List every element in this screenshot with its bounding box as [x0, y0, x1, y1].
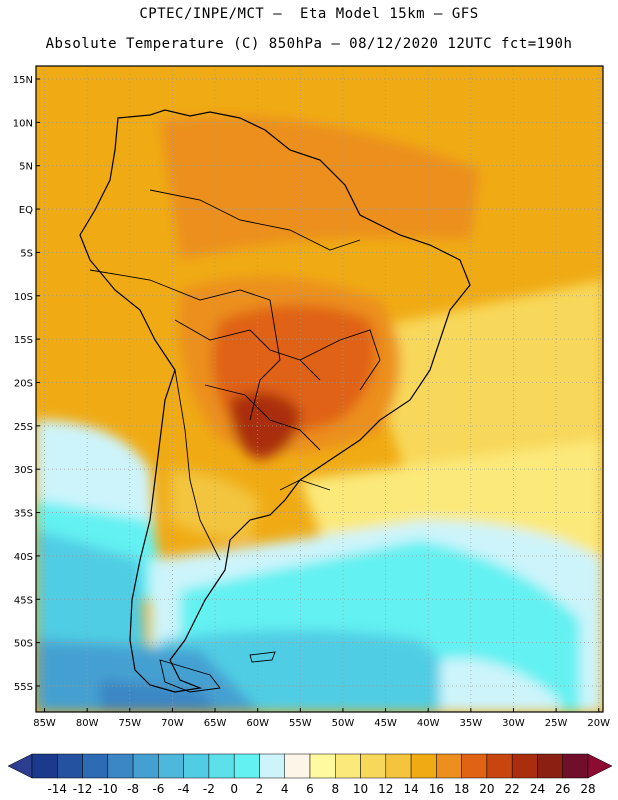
colorbar-label: 18: [454, 782, 469, 796]
colorbar-swatch: [284, 753, 311, 779]
colorbar-swatch: [107, 753, 134, 779]
longitude-label: 30W: [502, 718, 525, 729]
latitude-label: 20S: [14, 378, 33, 389]
colorbar-label: 6: [306, 782, 314, 796]
longitude-label: 55W: [289, 718, 312, 729]
longitude-label: 45W: [374, 718, 397, 729]
colorbar-label: -2: [203, 782, 215, 796]
colorbar-label: -8: [127, 782, 139, 796]
colorbar-low-arrow: [7, 753, 33, 779]
longitude-label: 50W: [332, 718, 355, 729]
map-frame: [35, 65, 604, 713]
latitude-label: 15N: [13, 75, 33, 86]
longitude-label: 80W: [76, 718, 99, 729]
longitude-label: 60W: [246, 718, 269, 729]
latitude-label: 10S: [14, 292, 33, 303]
latitude-label: 30S: [14, 465, 33, 476]
latitude-label: 15S: [14, 335, 33, 346]
falkland-islands: [249, 651, 276, 663]
colorbar-swatch: [360, 753, 387, 779]
map-title-line2: Absolute Temperature (C) 850hPa – 08/12/…: [45, 36, 573, 52]
latitude-label: 10N: [13, 118, 33, 129]
latitude-label: 5S: [20, 248, 33, 259]
longitude-label: 70W: [161, 718, 184, 729]
colorbar-label: -14: [47, 782, 67, 796]
latitude-label: 50S: [14, 639, 33, 650]
colorbar-label: 8: [331, 782, 339, 796]
colorbar-label: 28: [580, 782, 595, 796]
colorbar-swatch: [82, 753, 109, 779]
colorbar-high-arrow: [587, 753, 613, 779]
latitude-label: 55S: [14, 682, 33, 693]
colorbar-label: 22: [505, 782, 520, 796]
colorbar: -14 -12 -10 -8 -6 -4 -2 0 2 4 6 8 10 12 14 16 18 20 22 24 26…: [7, 753, 613, 796]
longitude-label: 35W: [460, 718, 483, 729]
latitude-labels: 15N 10N 5N EQ 5S 10S 15S 20S 25S 30S 35S 40S 45S 50S 5…: [13, 75, 40, 693]
colorbar-label: -10: [98, 782, 118, 796]
latitude-label: 45S: [14, 595, 33, 606]
colorbar-label: 12: [378, 782, 393, 796]
latitude-label: EQ: [19, 205, 33, 216]
longitude-labels: 85W 80W 75W 70W 65W 60W 55W 50W 45W 40W 35W 30W 25W 2…: [33, 708, 610, 729]
colorbar-label: 20: [479, 782, 494, 796]
tierra-del-fuego: [159, 659, 221, 693]
longitude-label: 25W: [545, 718, 568, 729]
colorbar-swatch: [208, 753, 235, 779]
colorbar-swatch: [410, 753, 437, 779]
colorbar-swatch: [158, 753, 184, 779]
colorbar-swatch: [385, 753, 412, 779]
latitude-label: 35S: [14, 509, 33, 520]
colorbar-label: -12: [73, 782, 93, 796]
colorbar-swatch: [259, 753, 285, 779]
colorbar-label: 26: [555, 782, 570, 796]
colorbar-swatch: [57, 753, 83, 779]
colorbar-swatch: [233, 753, 260, 779]
map-title-line1: CPTEC/INPE/MCT – Eta Model 15km – GFS: [139, 6, 479, 22]
colorbar-swatch: [309, 753, 336, 779]
colorbar-swatch: [511, 753, 538, 779]
colorbar-swatch: [537, 753, 563, 779]
latitude-label: 25S: [14, 422, 33, 433]
longitude-label: 75W: [118, 718, 141, 729]
colorbar-swatch: [461, 753, 488, 779]
colorbar-swatch: [183, 753, 210, 779]
longitude-label: 40W: [417, 718, 440, 729]
colorbar-label: 24: [530, 782, 545, 796]
colorbar-swatch: [562, 753, 589, 779]
colorbar-label: 10: [353, 782, 368, 796]
temperature-field: [36, 66, 603, 712]
graticule: [36, 66, 603, 712]
colorbar-swatch: [335, 753, 361, 779]
colorbar-swatch: [31, 753, 58, 779]
latitude-label: 40S: [14, 552, 33, 563]
longitude-label: 20W: [587, 718, 610, 729]
colorbar-label: -4: [178, 782, 190, 796]
colorbar-label: 4: [281, 782, 289, 796]
colorbar-label: 0: [230, 782, 238, 796]
colorbar-swatch: [132, 753, 159, 779]
colorbar-swatch: [436, 753, 462, 779]
colorbar-swatch: [486, 753, 513, 779]
longitude-label: 65W: [204, 718, 227, 729]
colorbar-label: -6: [152, 782, 164, 796]
colorbar-label: 14: [403, 782, 418, 796]
country-borders: [89, 189, 381, 561]
latitude-label: 5N: [19, 162, 33, 173]
colorbar-label: 16: [429, 782, 444, 796]
longitude-label: 85W: [33, 718, 56, 729]
colorbar-label: 2: [256, 782, 264, 796]
